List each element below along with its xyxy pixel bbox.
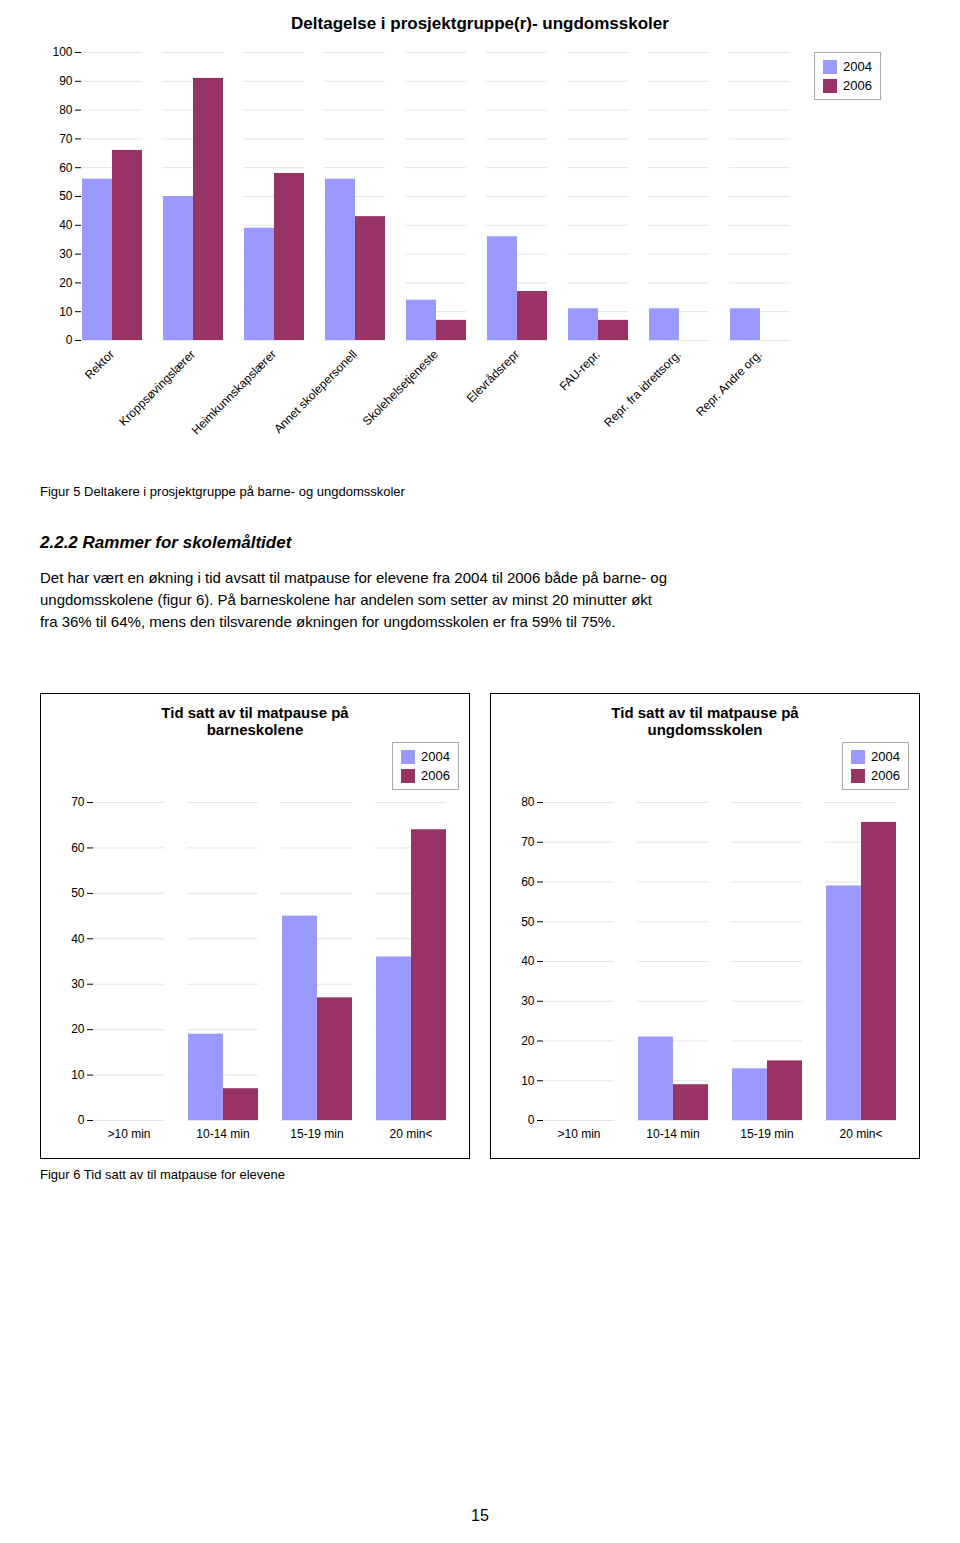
svg-text:60: 60 [59, 161, 73, 175]
svg-text:0: 0 [78, 1113, 85, 1127]
svg-text:70: 70 [521, 835, 535, 849]
svg-text:>10 min: >10 min [557, 1127, 600, 1141]
html-text:2006: 2006 [843, 78, 872, 93]
html-text:2004: 2004 [843, 59, 872, 74]
svg-text:70: 70 [71, 795, 85, 809]
svg-text:FAU-repr.: FAU-repr. [557, 347, 603, 393]
svg-text:40: 40 [521, 954, 535, 968]
svg-text:10-14 min: 10-14 min [196, 1127, 249, 1141]
html-text:Figur 6 Tid satt av til matpau: Figur 6 Tid satt av til matpause for ele… [40, 1167, 285, 1182]
svg-text:20 min<: 20 min< [389, 1127, 432, 1141]
svg-text:20: 20 [59, 276, 73, 290]
svg-text:15-19 min: 15-19 min [740, 1127, 793, 1141]
svg-text:Rektor: Rektor [82, 347, 117, 382]
svg-text:80: 80 [59, 103, 73, 117]
svg-text:10: 10 [59, 305, 73, 319]
svg-text:Repr. fra idrettsorg.: Repr. fra idrettsorg. [601, 347, 684, 430]
svg-text:90: 90 [59, 74, 73, 88]
html-text:2.2.2 Rammer for skolemåltidet: 2.2.2 Rammer for skolemåltidet [40, 533, 292, 552]
svg-text:100: 100 [52, 45, 72, 59]
svg-text:0: 0 [528, 1113, 535, 1127]
svg-text:20: 20 [71, 1022, 85, 1036]
svg-text:40: 40 [59, 218, 73, 232]
svg-text:0: 0 [66, 333, 73, 347]
html-text:Tid satt av til matpause på ba: Tid satt av til matpause på barneskolene [161, 704, 349, 738]
html-text:Det har vært en økning i tid a: Det har vært en økning i tid avsatt til … [40, 569, 667, 586]
svg-text:50: 50 [521, 915, 535, 929]
html-text:Figur 5 Deltakere i prosjektgr: Figur 5 Deltakere i prosjektgruppe på ba… [40, 484, 405, 499]
svg-text:10: 10 [71, 1068, 85, 1082]
svg-text:30: 30 [59, 247, 73, 261]
html-text:Deltagelse i prosjektgruppe(r): Deltagelse i prosjektgruppe(r)- ungdomss… [291, 14, 669, 33]
html-text:15: 15 [471, 1507, 489, 1524]
svg-text:50: 50 [59, 189, 73, 203]
svg-text:10: 10 [521, 1074, 535, 1088]
html-text:2006: 2006 [871, 768, 900, 783]
svg-text:10-14 min: 10-14 min [646, 1127, 699, 1141]
html-text:2004: 2004 [871, 749, 900, 764]
svg-text:20: 20 [521, 1034, 535, 1048]
svg-text:>10 min: >10 min [107, 1127, 150, 1141]
svg-text:15-19 min: 15-19 min [290, 1127, 343, 1141]
svg-text:50: 50 [71, 886, 85, 900]
html-text:2004: 2004 [421, 749, 450, 764]
svg-text:Skolehelsetjeneste: Skolehelsetjeneste [360, 347, 441, 428]
html-text:ungdomsskolene (figur 6). På b: ungdomsskolene (figur 6). På barneskolen… [40, 591, 652, 608]
svg-text:30: 30 [521, 994, 535, 1008]
html-text:Tid satt av til matpause på un: Tid satt av til matpause på ungdomsskole… [611, 704, 799, 738]
svg-text:60: 60 [521, 875, 535, 889]
svg-text:80: 80 [521, 795, 535, 809]
svg-text:Repr. Andre org.: Repr. Andre org. [693, 347, 765, 419]
svg-text:Elevrådsrepr: Elevrådsrepr [464, 347, 522, 405]
svg-text:40: 40 [71, 932, 85, 946]
svg-text:70: 70 [59, 132, 73, 146]
html-text:2006: 2006 [421, 768, 450, 783]
svg-text:Kroppsøvingslærer: Kroppsøvingslærer [116, 347, 198, 429]
svg-text:20 min<: 20 min< [839, 1127, 882, 1141]
svg-text:30: 30 [71, 977, 85, 991]
svg-text:Annet skolepersonell: Annet skolepersonell [271, 347, 360, 436]
html-text:fra 36% til 64%, mens den tils: fra 36% til 64%, mens den tilsvarende øk… [40, 613, 616, 630]
svg-text:60: 60 [71, 841, 85, 855]
svg-text:Heimkunnskapslærer: Heimkunnskapslærer [189, 347, 279, 437]
